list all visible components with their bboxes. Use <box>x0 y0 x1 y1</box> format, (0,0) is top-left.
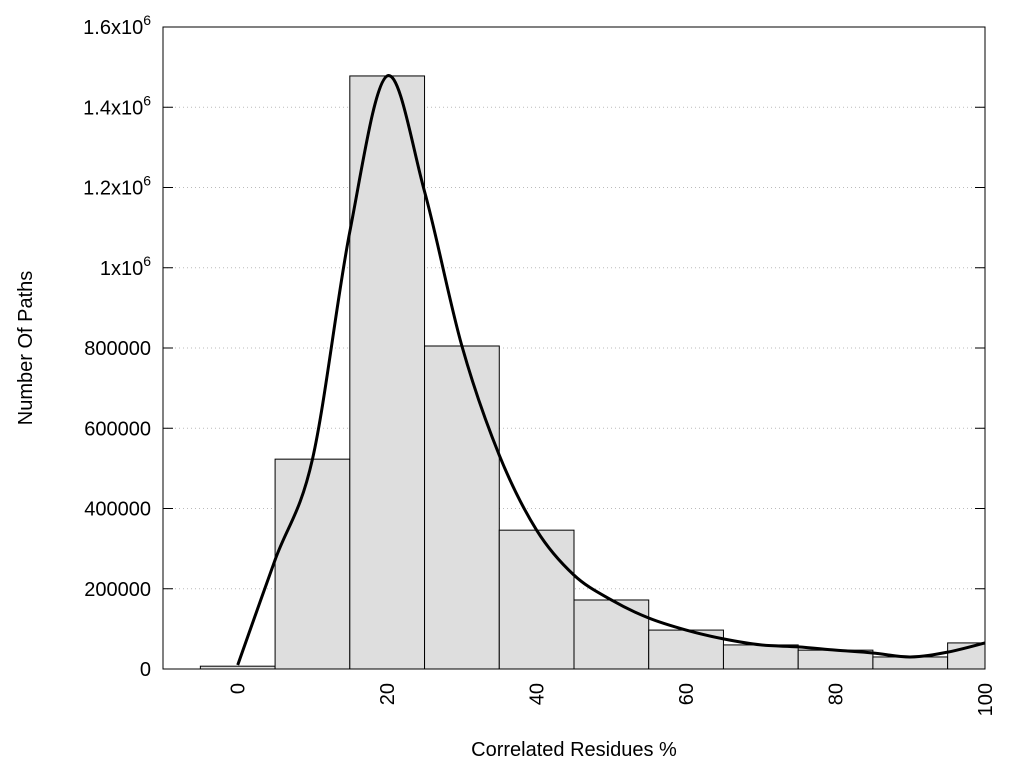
x-tick-label: 40 <box>527 683 549 705</box>
y-tick-label: 1.4x106 <box>83 92 151 119</box>
x-tick-label: 100 <box>975 683 997 716</box>
x-axis-ticks: 0 20 40 60 80 100 <box>228 683 997 716</box>
x-tick-label: 60 <box>676 683 698 705</box>
y-tick-label: 0 <box>140 659 151 681</box>
y-tick-label: 600000 <box>84 418 151 440</box>
y-tick-label: 1x106 <box>100 253 151 280</box>
histogram-bar <box>872 656 949 669</box>
x-tick-label: 20 <box>377 683 399 705</box>
y-axis-ticks: 0 200000 400000 600000 800000 1x106 1.2x106 1.4… <box>83 12 985 681</box>
histogram-bar <box>498 529 575 669</box>
histogram-bar <box>274 458 351 669</box>
density-curve <box>236 74 985 666</box>
histogram-bar <box>424 345 500 669</box>
histogram-bar <box>722 644 799 669</box>
x-tick-label: 0 <box>228 683 250 694</box>
bars <box>199 75 985 669</box>
y-tick-label: 1.6x106 <box>83 12 151 39</box>
histogram-bar <box>573 599 650 669</box>
y-tick-label: 1.2x106 <box>83 173 151 200</box>
y-tick-label: 800000 <box>84 338 151 360</box>
y-axis-label: Number Of Paths <box>15 271 37 426</box>
y-tick-label: 400000 <box>84 499 151 521</box>
x-axis-label: Correlated Residues % <box>471 739 677 761</box>
x-tick-label: 80 <box>826 683 848 705</box>
y-tick-label: 200000 <box>84 579 151 601</box>
